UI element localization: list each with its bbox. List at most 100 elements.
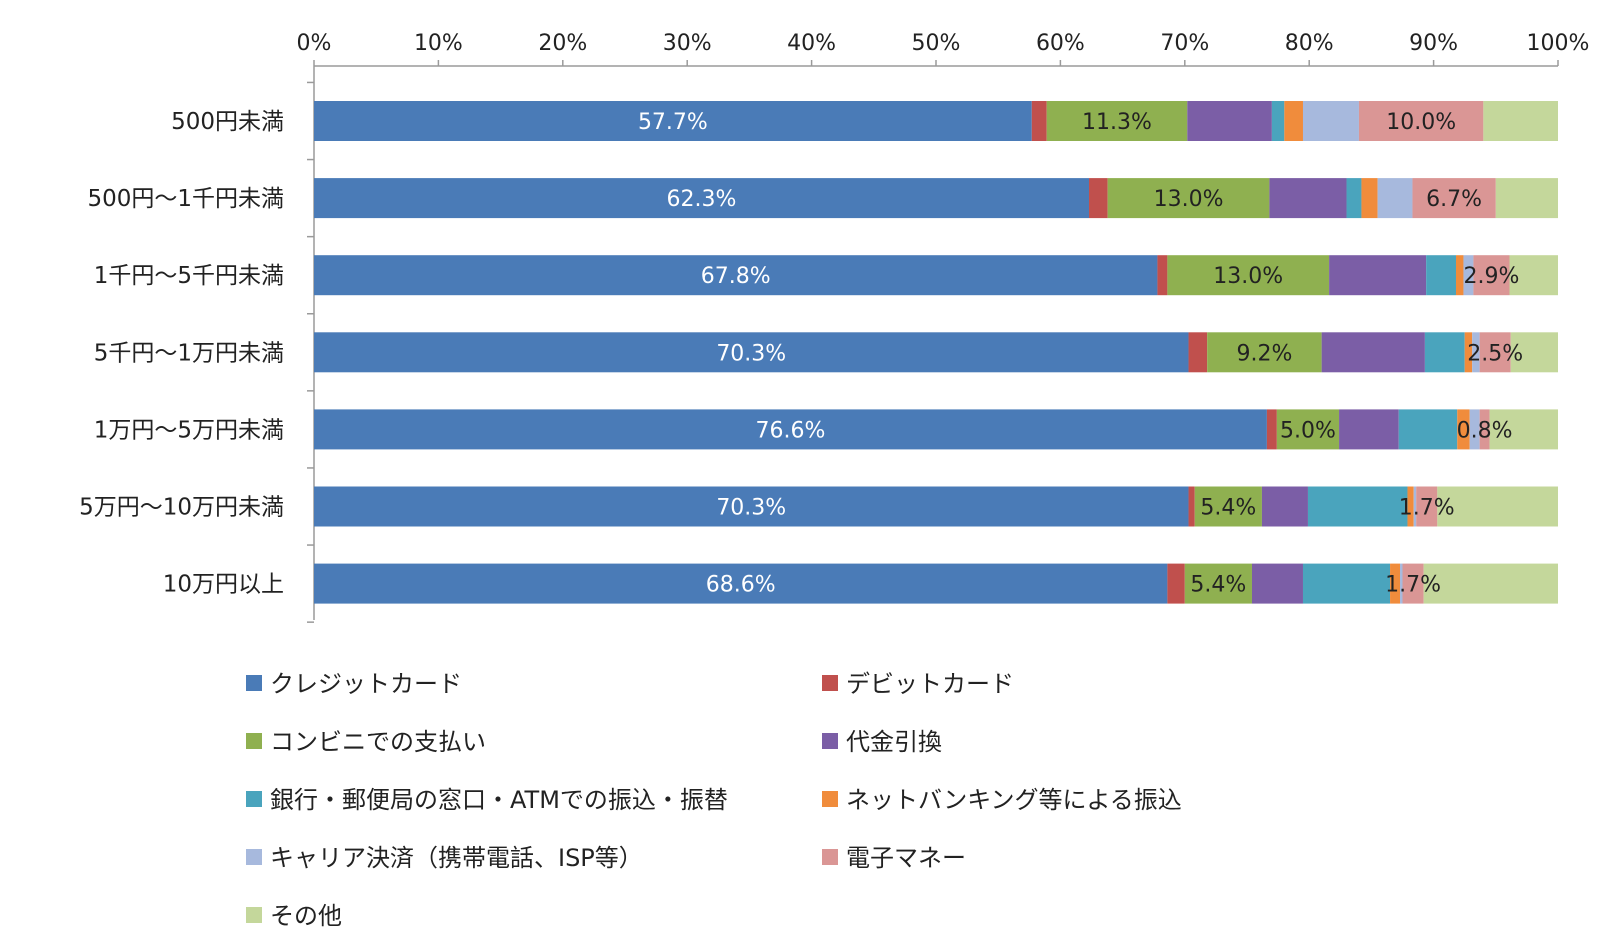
category-label: 10万円以上	[163, 572, 284, 598]
bar-segment	[1302, 101, 1359, 141]
bar-segment	[1321, 332, 1425, 373]
category-label: 5万円～10万円未満	[79, 495, 284, 521]
bar-segment	[314, 101, 1032, 141]
bar-segment	[1377, 178, 1413, 219]
legend-swatch	[246, 849, 262, 865]
bar-segment	[1479, 332, 1511, 373]
data-label: 57.7%	[638, 110, 708, 135]
bar-segment	[1251, 563, 1303, 604]
data-label: 2.9%	[1463, 264, 1519, 289]
x-tick-label: 50%	[912, 31, 961, 56]
category-label: 5千円～1万円未満	[94, 340, 284, 366]
category-label: 1万円～5万円未満	[94, 417, 284, 443]
bar-segment	[1358, 101, 1484, 141]
bar-segment	[1266, 409, 1277, 450]
legend-swatch	[246, 733, 262, 749]
bar-segment	[1510, 332, 1558, 373]
data-label: 68.6%	[706, 573, 776, 598]
legend-label: コンビニでの支払い	[270, 728, 486, 756]
bar-segment	[1307, 486, 1408, 527]
bar-segment	[1402, 563, 1424, 604]
data-label: 10.0%	[1386, 110, 1456, 135]
bar-segment	[1302, 563, 1391, 604]
bar-segment	[1489, 409, 1558, 450]
bar-segment	[1184, 563, 1252, 604]
legend-label: 電子マネー	[846, 844, 966, 872]
category-label: 500円～1千円未満	[87, 186, 284, 212]
bar-segment	[1031, 101, 1047, 141]
legend-swatch	[246, 907, 262, 923]
data-label: 9.2%	[1236, 341, 1292, 366]
legend-label: クレジットカード	[270, 670, 462, 698]
bar-segment	[1390, 563, 1401, 604]
bar-segment	[1457, 409, 1470, 450]
data-label: 1.7%	[1385, 573, 1441, 598]
bar-segment	[1416, 486, 1438, 527]
legend-label: 代金引換	[846, 728, 942, 756]
bar-segment	[1412, 178, 1496, 219]
legend-label: キャリア決済（携帯電話、ISP等）	[270, 844, 643, 872]
x-tick-label: 70%	[1160, 31, 1209, 56]
x-tick-label: 60%	[1036, 31, 1085, 56]
bar-segment	[1269, 178, 1347, 219]
bars-layer	[314, 101, 1558, 604]
data-label: 62.3%	[667, 187, 737, 212]
x-tick-label: 0%	[297, 31, 332, 56]
bar-segment	[314, 563, 1168, 604]
bar-segment	[314, 255, 1158, 296]
bar-segment	[1271, 101, 1285, 141]
x-tick-label: 20%	[538, 31, 587, 56]
x-tick-label: 40%	[787, 31, 836, 56]
bar-segment	[1464, 332, 1473, 373]
bar-segment	[1473, 255, 1510, 296]
data-label: 67.8%	[701, 264, 771, 289]
data-label: 76.6%	[756, 418, 826, 443]
bar-segment	[1426, 255, 1456, 296]
bar-segment	[314, 332, 1189, 373]
bar-segment	[1469, 409, 1480, 450]
category-label: 500円未満	[171, 109, 284, 135]
axis-layer: 0% 10% 20% 30% 40% 50% 60% 70% 80% 90% 100% 500円未満 5…	[79, 31, 1589, 623]
legend-swatch	[246, 791, 262, 807]
bar-segment	[1423, 563, 1558, 604]
bar-segment	[1463, 255, 1474, 296]
bar-segment	[1509, 255, 1558, 296]
bar-segment	[1398, 409, 1458, 450]
bar-segment	[1361, 178, 1378, 219]
bar-segment	[314, 178, 1090, 219]
data-label: 5.4%	[1190, 573, 1246, 598]
bar-segment	[1261, 486, 1308, 527]
data-label: 5.0%	[1280, 418, 1336, 443]
bar-segment	[1284, 101, 1303, 141]
x-tick-label: 90%	[1409, 31, 1458, 56]
bar-segment	[1424, 332, 1465, 373]
data-label: 1.7%	[1399, 496, 1455, 521]
bar-segment	[1437, 486, 1558, 527]
bar-segment	[1329, 255, 1427, 296]
bar-segment	[1188, 332, 1208, 373]
x-tick-label: 30%	[663, 31, 712, 56]
bar-segment	[314, 486, 1189, 527]
data-label: 0.8%	[1457, 418, 1513, 443]
bar-segment	[1346, 178, 1362, 219]
bar-segment	[1413, 486, 1417, 527]
data-label: 13.0%	[1154, 187, 1224, 212]
bar-segment	[1455, 255, 1464, 296]
data-label: 6.7%	[1426, 187, 1482, 212]
bar-segment	[1495, 178, 1558, 219]
bar-segment	[1483, 101, 1558, 141]
bar-segment	[1167, 563, 1185, 604]
x-tick-label: 10%	[414, 31, 463, 56]
data-label: 13.0%	[1213, 264, 1283, 289]
bar-segment	[1407, 486, 1414, 527]
legend-label: その他	[270, 902, 342, 930]
bar-segment	[1167, 255, 1330, 296]
data-label: 5.4%	[1200, 496, 1256, 521]
legend-swatch	[822, 675, 838, 691]
data-labels-layer: 57.7% 11.3% 10.0% 62.3% 13.0% 6.7% 67.8% 13.0% 2…	[638, 110, 1523, 598]
legend-label: デビットカード	[846, 670, 1014, 698]
data-label: 70.3%	[716, 341, 786, 366]
legend-swatch	[822, 733, 838, 749]
